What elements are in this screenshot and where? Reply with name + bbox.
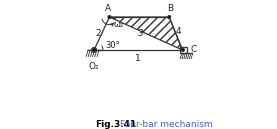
Text: Fig.3.41: Fig.3.41: [95, 120, 136, 129]
Text: C: C: [191, 45, 197, 54]
Bar: [180, 47, 187, 53]
Polygon shape: [109, 17, 182, 50]
Circle shape: [168, 16, 171, 18]
Text: 3: 3: [138, 29, 143, 38]
Text: Four-bar mechanism: Four-bar mechanism: [120, 120, 212, 129]
Text: A: A: [105, 4, 111, 13]
Text: 30°: 30°: [105, 41, 120, 50]
Text: B: B: [167, 4, 173, 13]
Text: ω₂: ω₂: [114, 20, 124, 29]
Text: 2: 2: [96, 29, 101, 38]
Circle shape: [181, 49, 184, 51]
Circle shape: [92, 47, 96, 52]
Text: O₂: O₂: [88, 62, 99, 71]
Text: 1: 1: [135, 54, 141, 63]
Circle shape: [108, 16, 111, 18]
Circle shape: [93, 49, 95, 51]
Text: 4: 4: [176, 27, 181, 36]
